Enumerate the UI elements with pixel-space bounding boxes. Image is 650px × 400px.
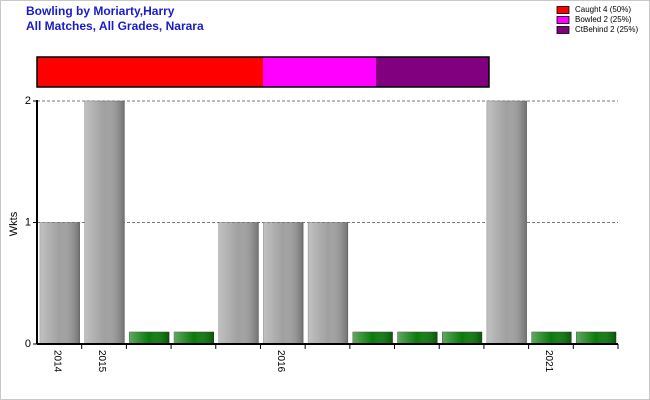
bar-shade [40, 222, 80, 344]
bar-shade [308, 222, 348, 344]
bar-shade [129, 332, 170, 344]
x-tick-label: 2015 [96, 350, 107, 373]
legend-label: CtBehind 2 (25%) [575, 25, 638, 34]
legend-swatch [556, 6, 570, 14]
y-tick-label: 2 [25, 95, 31, 107]
bar-shade [218, 222, 259, 344]
y-tick-label: 1 [25, 216, 31, 228]
x-tick-label: 2014 [51, 350, 62, 373]
share-segment [263, 57, 376, 87]
y-tick-label: 0 [25, 338, 31, 350]
chart-title: Bowling by Moriarty,Harry [26, 4, 175, 18]
bar-shade [442, 332, 482, 344]
legend-swatch [556, 16, 570, 24]
bar-shade [352, 332, 393, 344]
share-border [36, 56, 490, 88]
bar-shade [84, 101, 125, 344]
bar-shade [174, 332, 214, 344]
x-tick-label: 2021 [543, 350, 554, 373]
bar-shade [397, 332, 438, 344]
legend-label: Bowled 2 (25%) [575, 15, 632, 24]
share-segment [37, 57, 263, 87]
legend-label: Caught 4 (50%) [575, 5, 631, 14]
bar-shade [576, 332, 616, 344]
chart-subtitle: All Matches, All Grades, Narara [26, 19, 204, 33]
x-tick-label: 2016 [275, 350, 286, 373]
share-segment [376, 57, 489, 87]
bar-shade [486, 101, 527, 344]
y-axis-label: Wkts [8, 211, 20, 236]
bar-shade [531, 332, 572, 344]
legend-swatch [556, 26, 570, 34]
bar-shade [263, 222, 304, 344]
